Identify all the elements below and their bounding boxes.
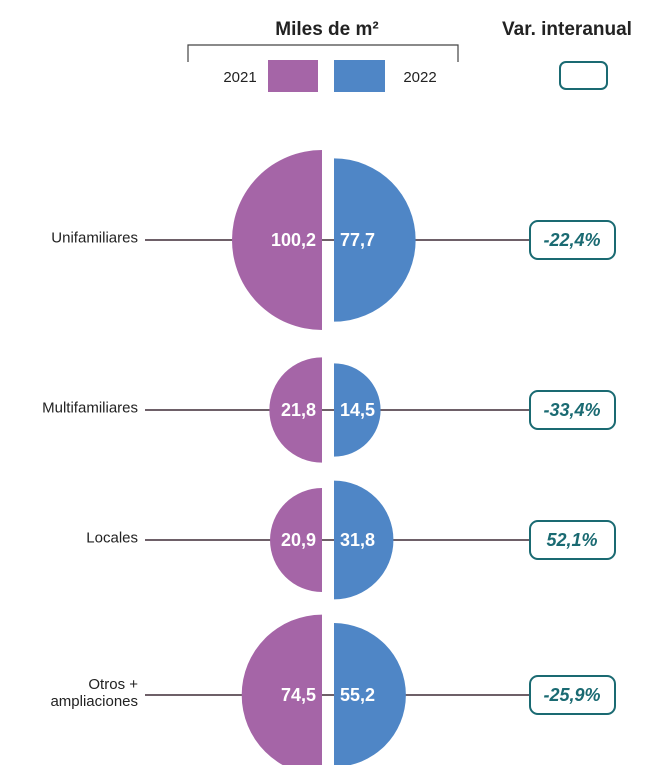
half-circle (334, 480, 394, 600)
legend-label: 2021 (223, 69, 256, 86)
change-box (529, 390, 616, 430)
value-label: 100,2 (271, 230, 316, 250)
change-title: Var. interanual (502, 19, 632, 40)
half-circle (270, 488, 322, 592)
half-circle (232, 150, 322, 330)
value-label: 31,8 (340, 530, 375, 550)
change-label: -22,4% (543, 230, 600, 250)
half-circle (334, 623, 406, 765)
change-label: 52,1% (546, 530, 597, 550)
half-circle (334, 158, 416, 322)
change-box (529, 675, 616, 715)
half-circle (334, 363, 381, 457)
legend-swatch (268, 60, 318, 92)
change-box (529, 220, 616, 260)
value-label: 21,8 (281, 400, 316, 420)
change-label: -25,9% (543, 685, 600, 705)
change-label: -33,4% (543, 400, 600, 420)
legend-bracket (187, 44, 459, 62)
half-circle (269, 357, 322, 463)
half-circle (241, 614, 322, 765)
category-label: Multifamiliares (42, 399, 138, 417)
legend-title: Miles de m² (275, 19, 378, 40)
change-box (529, 520, 616, 560)
category-label: Otros + ampliaciones (50, 676, 138, 710)
category-label: Locales (86, 529, 138, 547)
legend-label: 2022 (403, 69, 436, 86)
value-label: 14,5 (340, 400, 375, 420)
value-label: 74,5 (281, 685, 316, 705)
legend-swatch (334, 60, 385, 92)
category-label: Unifamiliares (51, 229, 138, 247)
value-label: 20,9 (281, 530, 316, 550)
value-label: 55,2 (340, 685, 375, 705)
change-legend-box (559, 61, 608, 90)
value-label: 77,7 (340, 230, 375, 250)
